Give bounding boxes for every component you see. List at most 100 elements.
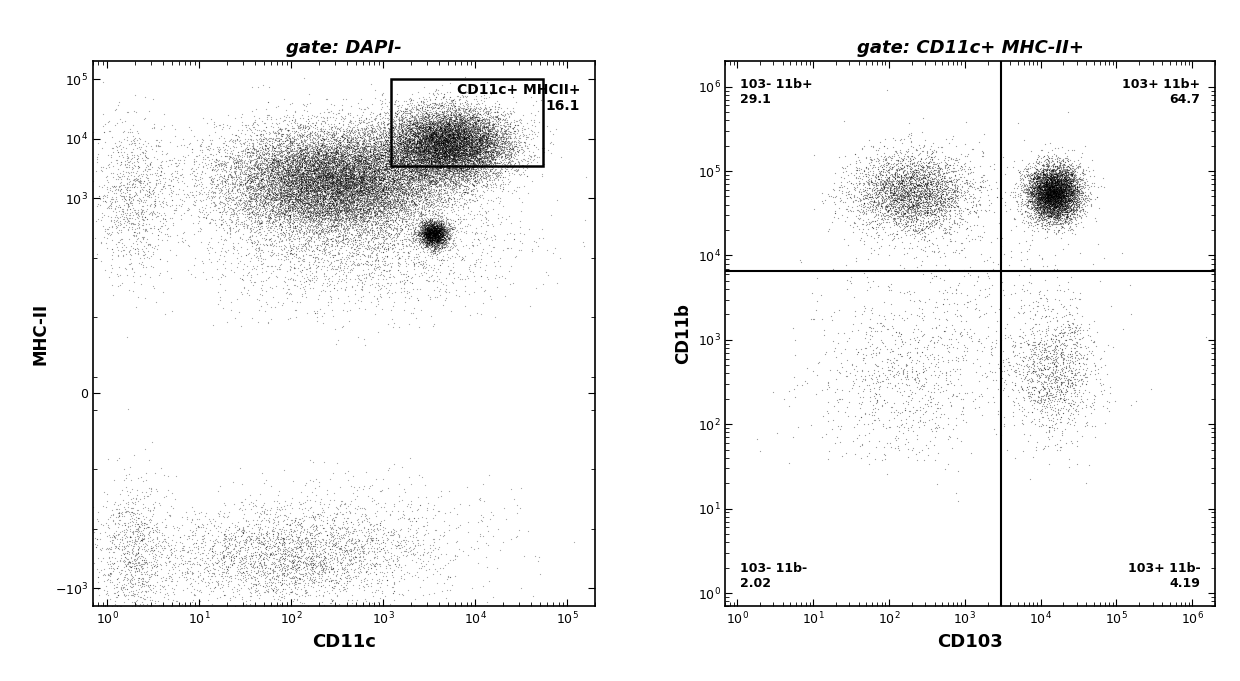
Point (1045, 360, 1065, 371)
Point (1040, 185, 1060, 195)
Point (387, 138, 407, 149)
Point (241, 198, 260, 209)
Point (324, 180, 343, 191)
Point (355, 140, 374, 151)
Point (417, 155, 436, 165)
Point (422, 227, 441, 238)
Point (362, 219, 382, 230)
Point (417, 160, 436, 171)
Point (379, 175, 399, 186)
Point (299, 142, 319, 153)
Point (1033, 201, 1053, 212)
Point (464, 172, 484, 183)
Point (350, 172, 370, 183)
Point (366, 210, 386, 221)
Point (1037, 202, 1056, 212)
Point (453, 114, 472, 125)
Point (424, 179, 444, 190)
Point (234, 539, 254, 550)
Point (310, 157, 330, 168)
Point (418, 228, 438, 239)
Point (322, 169, 342, 180)
Point (1042, 192, 1061, 203)
Point (403, 151, 423, 161)
Point (439, 146, 459, 157)
Point (454, 145, 474, 156)
Point (264, 172, 284, 183)
Point (1043, 184, 1063, 195)
Point (451, 111, 471, 122)
Point (1017, 187, 1037, 197)
Point (461, 142, 481, 153)
Point (283, 146, 303, 157)
Point (362, 189, 382, 200)
Point (432, 171, 451, 182)
Point (336, 124, 356, 135)
Point (873, 195, 893, 206)
Point (474, 129, 494, 140)
Point (412, 210, 432, 221)
Point (436, 125, 456, 136)
Point (1058, 375, 1078, 385)
Point (427, 251, 446, 262)
Point (1035, 197, 1055, 208)
Point (484, 137, 503, 148)
Point (435, 157, 455, 168)
Point (397, 131, 417, 142)
Point (445, 140, 465, 151)
Point (241, 163, 260, 174)
Point (464, 157, 484, 168)
Point (1033, 393, 1053, 404)
Point (146, 562, 166, 573)
Point (1037, 189, 1056, 200)
Point (1043, 185, 1063, 195)
Point (453, 125, 472, 136)
Point (929, 370, 949, 381)
Point (321, 189, 341, 200)
Point (275, 200, 295, 210)
Point (402, 219, 422, 230)
Point (325, 158, 345, 169)
Point (991, 148, 1011, 159)
Point (382, 174, 402, 185)
Point (254, 233, 274, 244)
Point (410, 126, 430, 137)
Point (1065, 189, 1085, 200)
Point (343, 196, 363, 207)
Point (388, 539, 408, 550)
Point (303, 145, 322, 156)
Point (272, 189, 291, 200)
Point (341, 180, 361, 191)
Point (914, 197, 934, 208)
Point (295, 228, 315, 239)
Point (182, 173, 202, 184)
Point (925, 201, 945, 212)
Point (394, 211, 414, 222)
Point (259, 513, 279, 524)
Point (856, 219, 875, 230)
Point (423, 175, 443, 186)
Point (274, 156, 294, 167)
Point (213, 141, 233, 152)
Point (414, 195, 434, 206)
Point (397, 215, 417, 226)
Point (270, 576, 290, 587)
Point (427, 155, 446, 165)
Point (296, 158, 316, 169)
Point (381, 129, 401, 140)
Point (337, 169, 357, 180)
Point (374, 149, 394, 160)
Point (280, 157, 300, 168)
Point (397, 210, 417, 221)
Point (926, 359, 946, 370)
Point (176, 192, 196, 203)
Point (358, 203, 378, 214)
Point (1055, 327, 1075, 338)
Point (362, 107, 382, 118)
Point (490, 133, 510, 144)
Point (367, 170, 387, 181)
Point (875, 190, 895, 201)
Point (428, 142, 448, 153)
Point (322, 513, 342, 524)
Point (188, 541, 208, 552)
